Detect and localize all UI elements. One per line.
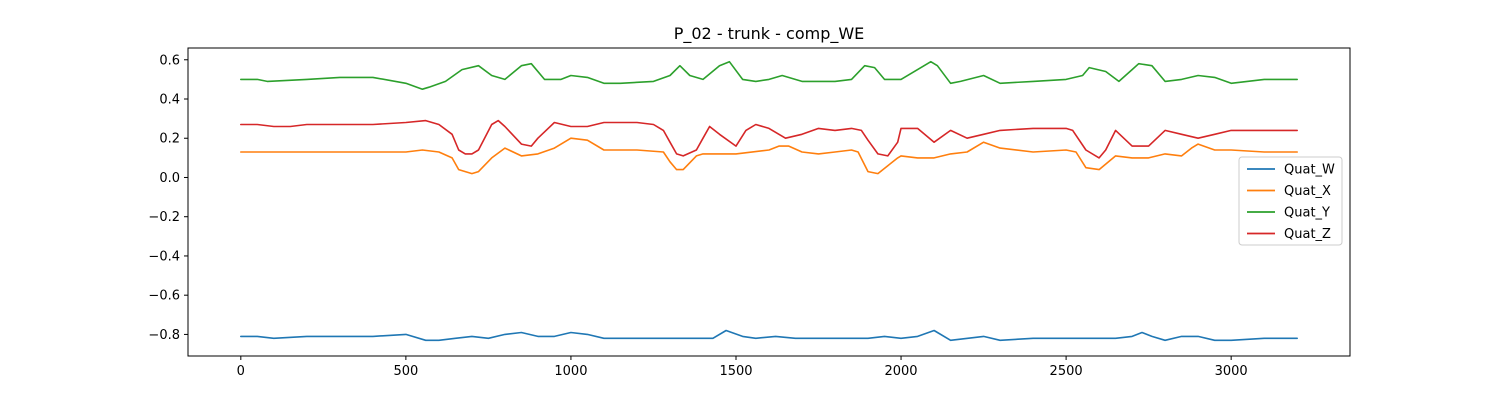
y-tick-label: −0.2 — [148, 210, 180, 225]
series-line-quat-y — [240, 60, 1298, 90]
x-tick-label: 1000 — [554, 364, 587, 379]
y-tick-label: −0.6 — [148, 289, 180, 304]
series-line-quat-x — [240, 137, 1298, 175]
x-tick-label: 0 — [237, 364, 245, 379]
x-tick-label: 500 — [393, 364, 418, 379]
y-tick-label: 0.6 — [159, 53, 180, 68]
legend-label-quat-z: Quat_Z — [1284, 227, 1331, 242]
legend-label-quat-x: Quat_X — [1284, 184, 1331, 199]
y-tick-label: 0.4 — [159, 93, 180, 108]
chart-title: P_02 - trunk - comp_WE — [674, 24, 865, 44]
y-axis: −0.8 −0.6 −0.4 −0.2 0.0 0.2 0.4 0.6 — [148, 53, 188, 343]
legend-label-quat-y: Quat_Y — [1284, 206, 1330, 221]
legend-label-quat-w: Quat_W — [1284, 163, 1335, 178]
legend-box — [1238, 156, 1343, 246]
x-tick-label: 2500 — [1050, 364, 1083, 379]
series-line-quat-w — [240, 329, 1298, 342]
y-tick-label: −0.8 — [148, 328, 180, 343]
x-axis: 0 500 1000 1500 2000 2500 3000 — [237, 356, 1248, 379]
x-tick-label: 1500 — [719, 364, 752, 379]
plot-frame — [187, 47, 1351, 357]
y-tick-label: 0.2 — [159, 132, 180, 147]
series-line-quat-z — [240, 119, 1298, 159]
series-layer — [240, 60, 1298, 342]
x-tick-label: 3000 — [1215, 364, 1248, 379]
legend: Quat_W Quat_X Quat_Y Quat_Z — [1238, 156, 1343, 246]
y-tick-label: −0.4 — [148, 249, 180, 264]
y-tick-label: 0.0 — [159, 171, 180, 186]
x-tick-label: 2000 — [884, 364, 917, 379]
